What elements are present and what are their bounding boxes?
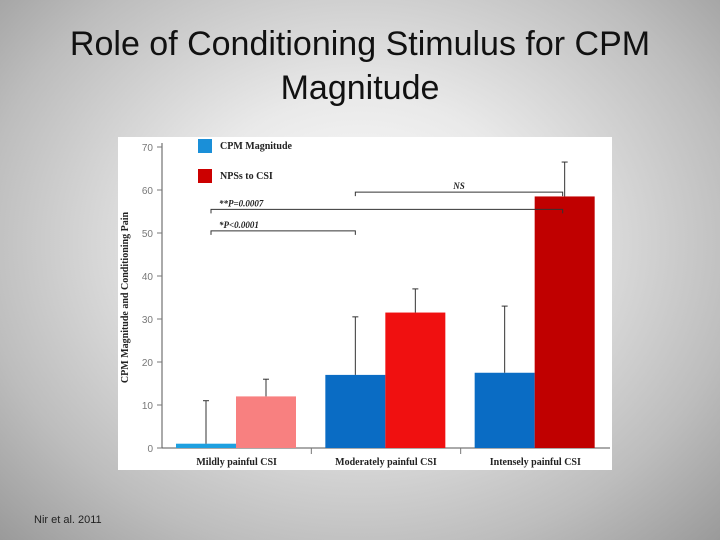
x-tick-label: Mildly painful CSI (196, 457, 277, 468)
y-tick-label: 10 (142, 401, 154, 412)
x-tick-label: Moderately painful CSI (335, 457, 437, 468)
y-tick-label: 30 (142, 315, 154, 326)
chart-panel: 0 10 20 30 40 50 60 70 CPM Magnitude and Conditi… (118, 137, 612, 470)
bar-cpm-2 (474, 372, 535, 448)
bar-nps-2 (534, 196, 595, 448)
legend-label: CPM Magnitude (220, 141, 293, 152)
bar-chart: 0 10 20 30 40 50 60 70 CPM Magnitude and Conditi… (120, 139, 610, 468)
y-tick-label: 50 (142, 229, 154, 240)
y-tick-label: 40 (142, 272, 154, 283)
y-tick-label: 20 (142, 358, 154, 369)
y-tick-label: 0 (147, 444, 153, 455)
slide-title-line-2: Magnitude (280, 69, 440, 107)
significance-bracket (210, 208, 564, 214)
y-tick-label: 70 (142, 143, 154, 154)
significance-label: NS (452, 181, 465, 191)
bar-nps-1 (385, 312, 446, 448)
slide-title-line-1: Role of Conditioning Stimulus for CPM (69, 25, 651, 63)
legend-swatch (198, 139, 212, 153)
significance-bracket (210, 230, 356, 235)
significance-label: *P<0.0001 (219, 220, 259, 230)
bar-cpm-1 (325, 374, 386, 448)
bar-nps-0 (236, 396, 296, 448)
bar-cpm-0 (176, 443, 236, 448)
y-axis-label: CPM Magnitude and Conditioning Pain (120, 211, 131, 383)
x-tick-label: Intensely painful CSI (490, 457, 581, 468)
legend-label: NPSs to CSI (220, 171, 273, 182)
significance-bracket (354, 191, 564, 197)
legend-swatch (198, 169, 212, 183)
slide-title: Role of Conditioning Stimulus for CPM Ma… (20, 22, 700, 110)
citation: Nir et al. 2011 (34, 514, 102, 526)
significance-label: **P=0.0007 (219, 198, 264, 208)
y-tick-label: 60 (142, 186, 154, 197)
